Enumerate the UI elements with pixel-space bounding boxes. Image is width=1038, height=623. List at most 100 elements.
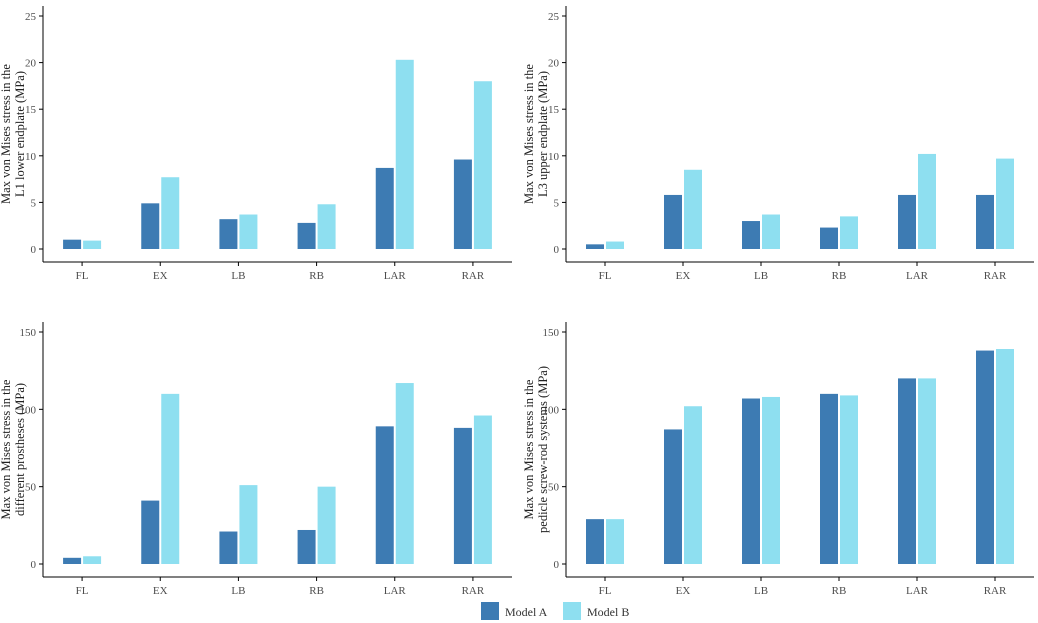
y-tick-label: 0 bbox=[554, 559, 560, 571]
x-tick-label-lar: LAR bbox=[384, 270, 407, 282]
bar-model-a-ex bbox=[141, 500, 160, 564]
bar-model-b-rar bbox=[473, 81, 492, 250]
bar-model-b-lb bbox=[239, 485, 258, 564]
y-tick-label: 5 bbox=[554, 197, 560, 209]
x-tick-label-fl: FL bbox=[76, 585, 89, 597]
bar-model-b-rb bbox=[317, 204, 336, 249]
bar-model-b-fl bbox=[83, 556, 102, 564]
x-tick-label-ex: EX bbox=[153, 585, 168, 597]
y-tick-label: 15 bbox=[25, 104, 37, 116]
y-tick-label: 10 bbox=[25, 151, 37, 163]
bar-model-a-ex bbox=[664, 429, 682, 564]
x-tick-label-lb: LB bbox=[754, 585, 768, 597]
x-tick-label-lar: LAR bbox=[384, 585, 407, 597]
y-tick-label: 100 bbox=[20, 404, 37, 416]
x-tick-label-lb: LB bbox=[754, 270, 768, 282]
legend-label-model-b: Model B bbox=[587, 605, 629, 619]
bar-model-a-lb bbox=[742, 221, 760, 249]
x-tick-label-rar: RAR bbox=[984, 585, 1007, 597]
y-tick-label: 150 bbox=[20, 327, 37, 339]
bar-model-b-lb bbox=[762, 214, 780, 249]
x-tick-label-rar: RAR bbox=[462, 585, 485, 597]
x-tick-label-fl: FL bbox=[599, 585, 612, 597]
bar-model-b-rar bbox=[996, 158, 1014, 249]
y-tick-label: 0 bbox=[31, 244, 37, 256]
y-tick-label: 100 bbox=[543, 404, 560, 416]
x-tick-label-lar: LAR bbox=[906, 270, 929, 282]
chart-panel-4: 0 50 100 150 Max von Mises stress in thepedi… bbox=[522, 322, 1034, 597]
y-tick-label: 15 bbox=[548, 104, 560, 116]
chart-panel-3: 0 50 100 150 Max von Mises stress in thediff… bbox=[0, 322, 512, 597]
bar-model-b-ex bbox=[161, 393, 180, 564]
y-axis-title: Max von Mises stress in thepedicle screw… bbox=[522, 366, 550, 533]
y-axis-title: Max von Mises stress in theL1 lower endp… bbox=[0, 64, 27, 204]
bar-model-a-ex bbox=[141, 203, 160, 249]
legend: Model A Model B bbox=[481, 602, 629, 620]
bar-model-b-ex bbox=[684, 406, 702, 564]
y-tick-label: 25 bbox=[25, 11, 37, 23]
y-tick-label: 0 bbox=[31, 559, 37, 571]
bar-model-a-rar bbox=[453, 427, 472, 564]
bar-model-a-lar bbox=[375, 426, 394, 564]
bar-model-b-ex bbox=[684, 169, 702, 249]
x-tick-label-rb: RB bbox=[309, 585, 324, 597]
x-tick-label-lb: LB bbox=[231, 585, 245, 597]
bar-model-b-fl bbox=[83, 240, 102, 249]
bar-model-b-rb bbox=[840, 395, 858, 564]
bar-model-a-ex bbox=[664, 194, 682, 249]
y-tick-label: 0 bbox=[554, 244, 560, 256]
bar-model-a-fl bbox=[586, 519, 604, 564]
x-tick-label-fl: FL bbox=[76, 270, 89, 282]
bar-model-b-rb bbox=[840, 216, 858, 249]
legend-label-model-a: Model A bbox=[505, 605, 548, 619]
y-axis-title: Max von Mises stress in theL3 upper endp… bbox=[522, 64, 550, 204]
y-tick-label: 10 bbox=[548, 151, 560, 163]
bar-model-b-rar bbox=[996, 349, 1014, 564]
y-tick-label: 20 bbox=[25, 58, 37, 70]
legend-swatch-model-b bbox=[563, 602, 581, 620]
bar-model-b-rar bbox=[473, 415, 492, 564]
bar-model-a-rb bbox=[297, 529, 316, 564]
bar-model-a-lar bbox=[375, 167, 394, 249]
bar-model-b-fl bbox=[606, 519, 624, 564]
bar-model-b-lb bbox=[762, 396, 780, 564]
bar-model-b-rb bbox=[317, 486, 336, 564]
x-tick-label-ex: EX bbox=[153, 270, 168, 282]
bar-model-a-fl bbox=[586, 244, 604, 249]
x-tick-label-rb: RB bbox=[832, 585, 847, 597]
bar-model-b-fl bbox=[606, 241, 624, 249]
x-tick-label-lar: LAR bbox=[906, 585, 929, 597]
bar-model-b-lb bbox=[239, 214, 258, 249]
bar-model-a-lar bbox=[898, 194, 916, 249]
x-tick-label-fl: FL bbox=[599, 270, 612, 282]
y-axis-title: Max von Mises stress in thedifferent pro… bbox=[0, 379, 27, 519]
chart-panel-1: 0 5 10 15 20 25 Max von Mises stress in theL1 … bbox=[0, 6, 512, 282]
bar-model-b-lar bbox=[395, 383, 414, 564]
bar-model-a-rb bbox=[820, 393, 838, 564]
bar-model-a-lb bbox=[742, 398, 760, 564]
bar-model-b-ex bbox=[161, 177, 180, 249]
bar-model-a-rb bbox=[297, 222, 316, 249]
bar-model-a-fl bbox=[63, 557, 82, 564]
bar-model-b-lar bbox=[395, 59, 414, 249]
x-tick-label-rar: RAR bbox=[462, 270, 485, 282]
bar-model-a-rb bbox=[820, 227, 838, 249]
y-tick-label: 50 bbox=[548, 482, 560, 494]
y-tick-label: 50 bbox=[25, 482, 37, 494]
bar-model-a-rar bbox=[976, 194, 994, 249]
x-tick-label-lb: LB bbox=[231, 270, 245, 282]
bar-model-a-lb bbox=[219, 219, 238, 249]
bar-model-b-lar bbox=[918, 378, 936, 564]
bar-model-a-fl bbox=[63, 239, 82, 249]
chart-panel-2: 0 5 10 15 20 25 Max von Mises stress in theL3 … bbox=[522, 6, 1034, 282]
y-tick-label: 150 bbox=[543, 327, 560, 339]
bar-model-a-rar bbox=[976, 350, 994, 564]
y-tick-label: 5 bbox=[31, 197, 37, 209]
y-tick-label: 20 bbox=[548, 58, 560, 70]
legend-swatch-model-a bbox=[481, 602, 499, 620]
bar-model-a-lb bbox=[219, 531, 238, 564]
bar-model-a-rar bbox=[453, 159, 472, 249]
bar-model-a-lar bbox=[898, 378, 916, 564]
y-tick-label: 25 bbox=[548, 11, 560, 23]
